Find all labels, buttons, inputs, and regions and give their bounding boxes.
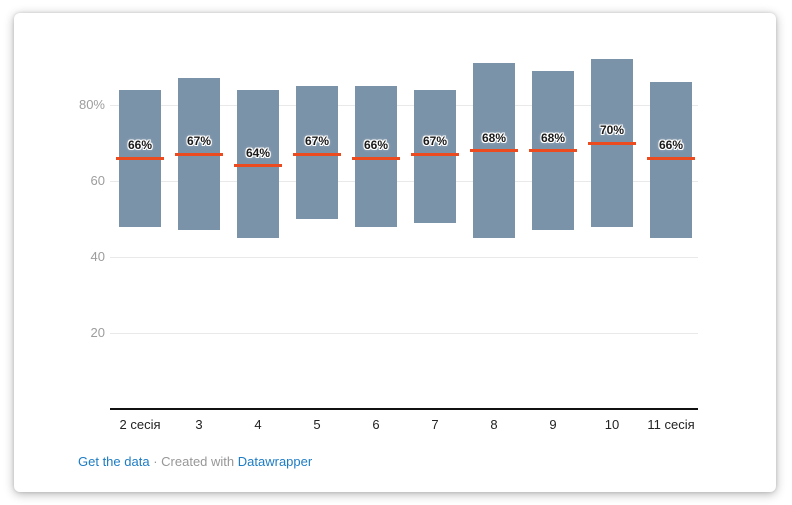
y-gridline — [110, 104, 698, 106]
y-gridline — [110, 256, 698, 258]
range-column-chart: 20 40 60 80% 66% 2 сесія 67% 3 64% 4 67% 5 66% 6 67% 7 6… — [14, 13, 776, 492]
range-bar — [355, 86, 397, 227]
range-bar — [650, 82, 692, 238]
x-axis-tick-label: 2 сесія — [119, 417, 161, 432]
range-bar — [414, 89, 456, 223]
datawrapper-link[interactable]: Datawrapper — [237, 454, 313, 469]
footer-created-with-text: Created with — [161, 454, 235, 469]
marker-line — [647, 156, 695, 160]
x-axis-tick-label: 10 — [604, 417, 620, 432]
y-axis-tick-label: 40 — [90, 249, 105, 264]
marker-value-label: 67% — [422, 134, 448, 149]
marker-line — [588, 141, 636, 145]
y-axis-tick-label: 80% — [78, 97, 105, 112]
x-axis-tick-label: 6 — [372, 417, 380, 432]
marker-line — [234, 164, 282, 168]
y-axis-tick-label: 20 — [90, 325, 105, 340]
marker-line — [470, 149, 518, 153]
marker-value-label: 70% — [599, 123, 625, 137]
range-bar — [237, 89, 279, 238]
marker-value-label: 64% — [245, 145, 271, 160]
marker-line — [529, 149, 577, 153]
marker-value-label: 66% — [127, 138, 153, 153]
marker-value-label: 66% — [363, 138, 389, 153]
marker-value-label: 68% — [481, 130, 507, 145]
marker-value-label: 67% — [304, 134, 330, 149]
x-axis-tick-label: 9 — [549, 417, 557, 432]
x-axis-baseline — [110, 408, 698, 410]
marker-line — [293, 152, 341, 156]
marker-value-label: 66% — [658, 138, 684, 153]
marker-value-label: 67% — [186, 134, 212, 149]
marker-line — [175, 152, 223, 156]
y-gridline — [110, 332, 698, 334]
x-axis-tick-label: 4 — [254, 417, 262, 432]
y-gridline — [110, 180, 698, 182]
marker-line — [116, 156, 164, 160]
marker-line — [352, 156, 400, 160]
x-axis-tick-label: 8 — [490, 417, 498, 432]
get-the-data-link[interactable]: Get the data — [78, 454, 150, 469]
chart-footer: Get the data · Created with Datawrapper — [78, 453, 312, 470]
marker-value-label: 68% — [540, 130, 566, 145]
y-axis-tick-label: 60 — [90, 173, 105, 188]
x-axis-tick-label: 11 сесія — [647, 417, 695, 432]
x-axis-tick-label: 7 — [431, 417, 439, 432]
x-axis-tick-label: 3 — [195, 417, 203, 432]
footer-separator: · — [153, 454, 158, 469]
x-axis-tick-label: 5 — [313, 417, 321, 432]
range-bar — [296, 86, 338, 219]
chart-card: 20 40 60 80% 66% 2 сесія 67% 3 64% 4 67% 5 66% 6 67% 7 6… — [14, 13, 776, 492]
marker-line — [411, 152, 459, 156]
